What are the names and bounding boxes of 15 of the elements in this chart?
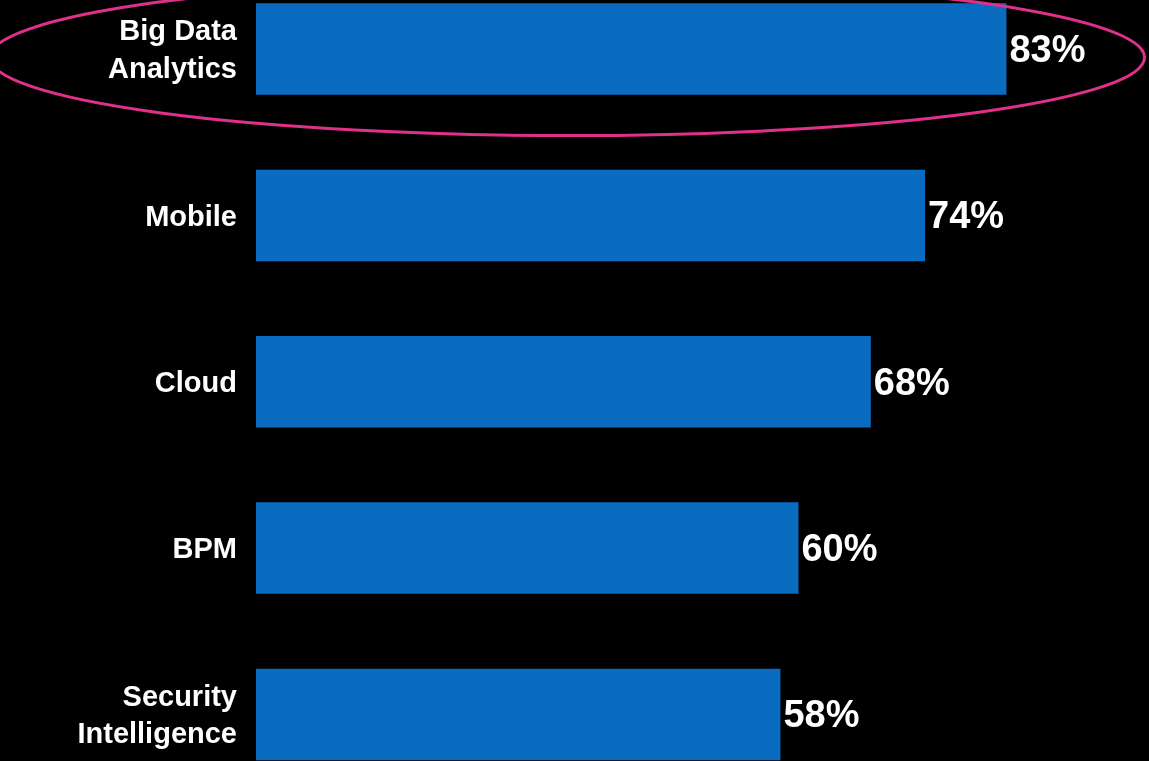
bar bbox=[256, 3, 1007, 95]
y-tick-label: BPM bbox=[172, 532, 237, 565]
y-tick-label: Mobile bbox=[145, 199, 237, 232]
data-label: 68% bbox=[873, 360, 950, 403]
data-label: 60% bbox=[801, 527, 878, 570]
data-label: 83% bbox=[1009, 28, 1086, 71]
bar bbox=[256, 502, 799, 594]
bar bbox=[256, 336, 871, 428]
y-tick-label: Security Intelligence bbox=[77, 679, 237, 750]
y-tick-label: Cloud bbox=[154, 365, 237, 398]
data-label: 74% bbox=[928, 194, 1005, 237]
data-label: 58% bbox=[783, 693, 860, 736]
bar bbox=[256, 668, 781, 761]
bar bbox=[256, 169, 926, 262]
y-tick-label: Big Data Analytics bbox=[108, 14, 238, 85]
